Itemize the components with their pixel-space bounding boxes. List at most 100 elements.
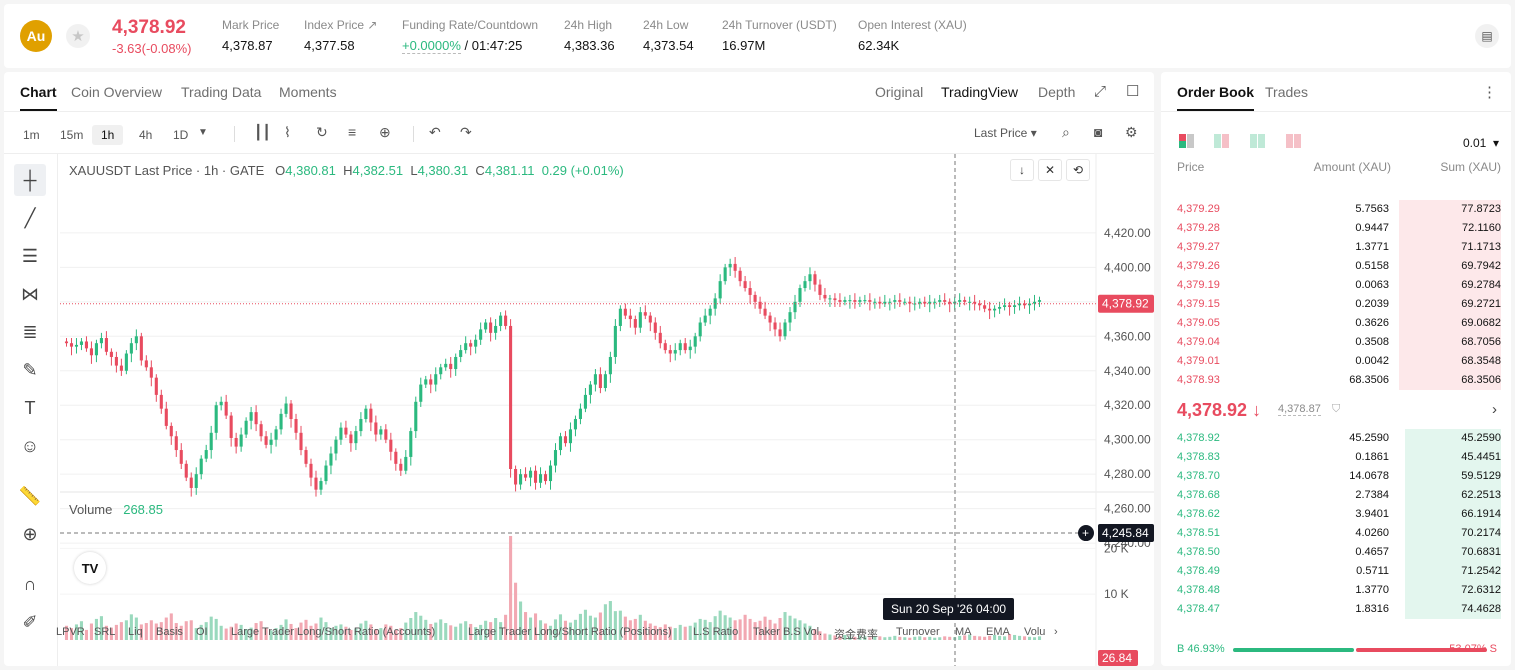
bid-row[interactable]: 4,378.70 14.0678 59.5129 (1161, 467, 1511, 486)
trend-line-icon[interactable]: ╱ (24, 207, 36, 228)
indicator-liq[interactable]: Liq (128, 626, 143, 638)
interval-1m[interactable]: 1m (23, 128, 40, 142)
ask-row[interactable]: 4,379.29 5.7563 77.8723 (1161, 200, 1511, 219)
pencil-lock-icon[interactable]: ✐ (22, 611, 38, 632)
row-amount: 0.1861 (1355, 451, 1389, 463)
indicator-volume[interactable]: Volu (1024, 626, 1046, 638)
add-indicator-icon[interactable]: ⊕ (379, 124, 391, 140)
price-chart[interactable]: 4,420.004,400.004,380.004,360.004,340.00… (60, 154, 1154, 666)
ask-row[interactable]: 4,379.05 0.3626 69.0682 (1161, 314, 1511, 333)
fullscreen-icon[interactable]: ☐ (1126, 83, 1140, 100)
ruler-icon[interactable]: 📏 (18, 485, 42, 506)
indicator-lt-ratio-accounts[interactable]: Large Trader Long/Short Ratio (Accounts) (231, 626, 436, 638)
ask-row[interactable]: 4,379.19 0.0063 69.2784 (1161, 276, 1511, 295)
info-book-icon[interactable]: ▤ (1475, 24, 1499, 48)
price-change: -3.63(-0.08%) (112, 41, 192, 56)
bid-row[interactable]: 4,378.51 4.0260 70.2174 (1161, 524, 1511, 543)
indicator-ls-ratio[interactable]: L.S Ratio (693, 626, 739, 638)
bid-row[interactable]: 4,378.92 45.2590 45.2590 (1161, 429, 1511, 448)
y-tick-label: 4,300.00 (1104, 433, 1151, 447)
tab-trading-data[interactable]: Trading Data (181, 84, 262, 100)
ask-row[interactable]: 4,379.04 0.3508 68.7056 (1161, 333, 1511, 352)
bid-row[interactable]: 4,378.47 1.8316 74.4628 (1161, 600, 1511, 619)
bid-row[interactable]: 4,378.83 0.1861 45.4451 (1161, 448, 1511, 467)
view-tradingview[interactable]: TradingView (941, 84, 1019, 100)
indicator-basis[interactable]: Basis (156, 626, 183, 638)
indicator-lpvr[interactable]: LPVR (56, 626, 85, 638)
bid-row[interactable]: 4,378.50 0.4657 70.6831 (1161, 543, 1511, 562)
bid-row[interactable]: 4,378.49 0.5711 71.2542 (1161, 562, 1511, 581)
price-source-select[interactable]: Last Price ▾ (974, 126, 1037, 140)
view-both-icon[interactable] (1179, 134, 1195, 148)
row-price: 4,378.51 (1177, 527, 1220, 539)
indicator-taker-bs-vol[interactable]: Taker B.S Vol. (753, 626, 823, 638)
indicator-oi[interactable]: OI (196, 626, 208, 638)
ask-row[interactable]: 4,379.15 0.2039 69.2721 (1161, 295, 1511, 314)
stat-index-price[interactable]: Index Price ↗ 4,377.58 (304, 18, 377, 53)
chevron-right-icon[interactable]: › (1492, 401, 1497, 418)
favorite-star-icon[interactable]: ★ (66, 24, 90, 48)
text-tool-icon[interactable]: T (24, 397, 36, 418)
indicator-ema[interactable]: EMA (986, 626, 1010, 638)
bid-row[interactable]: 4,378.68 2.7384 62.2513 (1161, 486, 1511, 505)
scroll-down-icon[interactable]: ↓ (1010, 159, 1034, 181)
expand-icon[interactable]: ⤢ (1094, 83, 1107, 100)
ask-row[interactable]: 4,379.28 0.9447 72.1160 (1161, 219, 1511, 238)
depth-fill (1405, 448, 1501, 467)
interval-15m[interactable]: 15m (60, 128, 84, 142)
view-asks-icon[interactable] (1286, 134, 1302, 148)
bid-row[interactable]: 4,378.62 3.9401 66.1914 (1161, 505, 1511, 524)
view-depth[interactable]: Depth (1038, 84, 1076, 100)
ask-row[interactable]: 4,379.01 0.0042 68.3548 (1161, 352, 1511, 371)
camera-icon[interactable]: ◙ (1094, 124, 1103, 140)
undo-icon[interactable]: ↶ (429, 124, 441, 140)
tab-order-book[interactable]: Order Book (1177, 84, 1255, 111)
bid-row[interactable]: 4,378.48 1.3770 72.6312 (1161, 581, 1511, 600)
emoji-icon[interactable]: ☺ (20, 435, 40, 456)
indicators-icon[interactable]: ⌇ (284, 124, 291, 140)
indicator-lt-ratio-positions[interactable]: Large Trader Long/Short Ratio (Positions… (468, 626, 672, 638)
chevron-down-icon[interactable]: ▼ (198, 127, 208, 138)
magnet-icon[interactable]: ∩ (23, 573, 37, 594)
crosshair-icon[interactable]: ┼ (14, 164, 46, 196)
candle-body (89, 348, 93, 356)
gear-icon[interactable]: ⚙ (1125, 124, 1138, 140)
template-icon[interactable]: ≡ (348, 124, 357, 140)
precision-select[interactable]: 0.01 ▾ (1462, 136, 1499, 150)
indicator-srl[interactable]: SRL (94, 626, 116, 638)
indicator-ma[interactable]: MA (955, 626, 972, 638)
fib-icon[interactable]: ≣ (22, 321, 38, 342)
tab-coin-overview[interactable]: Coin Overview (71, 84, 163, 100)
close-icon[interactable]: ✕ (1038, 159, 1062, 181)
volume-bar (124, 620, 128, 640)
volume-value: 268.85 (123, 502, 163, 517)
chevron-right-icon[interactable]: › (1054, 626, 1058, 638)
more-vertical-icon[interactable]: ⋮ (1482, 84, 1497, 101)
ask-row[interactable]: 4,379.26 0.5158 69.7942 (1161, 257, 1511, 276)
interval-4h[interactable]: 4h (139, 128, 153, 142)
redo-icon[interactable]: ↷ (460, 124, 472, 140)
reset-icon[interactable]: ⟲ (1066, 159, 1090, 181)
pattern-icon[interactable]: ⋈ (21, 283, 39, 304)
brush-icon[interactable]: ✎ (22, 359, 38, 380)
buy-sell-ratio-bar: B 46.93% 53.07% S (1177, 643, 1497, 657)
view-split-icon[interactable] (1250, 134, 1266, 148)
tab-moments[interactable]: Moments (279, 84, 337, 100)
candle-body (548, 465, 553, 482)
indicator-turnover[interactable]: Turnover (896, 626, 940, 638)
interval-1d[interactable]: 1D (173, 128, 189, 142)
view-bids-icon[interactable] (1214, 134, 1230, 148)
replay-icon[interactable]: ↻ (316, 124, 328, 140)
zoom-in-icon[interactable]: ⊕ (22, 523, 38, 544)
indicator-funding-rate[interactable]: 资金费率 (834, 629, 878, 641)
depth-fill (1399, 200, 1501, 219)
tab-chart[interactable]: Chart (20, 84, 57, 111)
search-icon[interactable]: ⌕ (1062, 124, 1070, 140)
ask-row[interactable]: 4,378.93 68.3506 68.3506 (1161, 371, 1511, 390)
horizontal-lines-icon[interactable]: ☰ (21, 245, 39, 266)
ask-row[interactable]: 4,379.27 1.3771 71.1713 (1161, 238, 1511, 257)
interval-1h[interactable]: 1h (92, 125, 124, 145)
tab-trades[interactable]: Trades (1265, 84, 1309, 100)
view-original[interactable]: Original (875, 84, 924, 100)
candles-icon[interactable]: ┃┃ (254, 124, 271, 140)
